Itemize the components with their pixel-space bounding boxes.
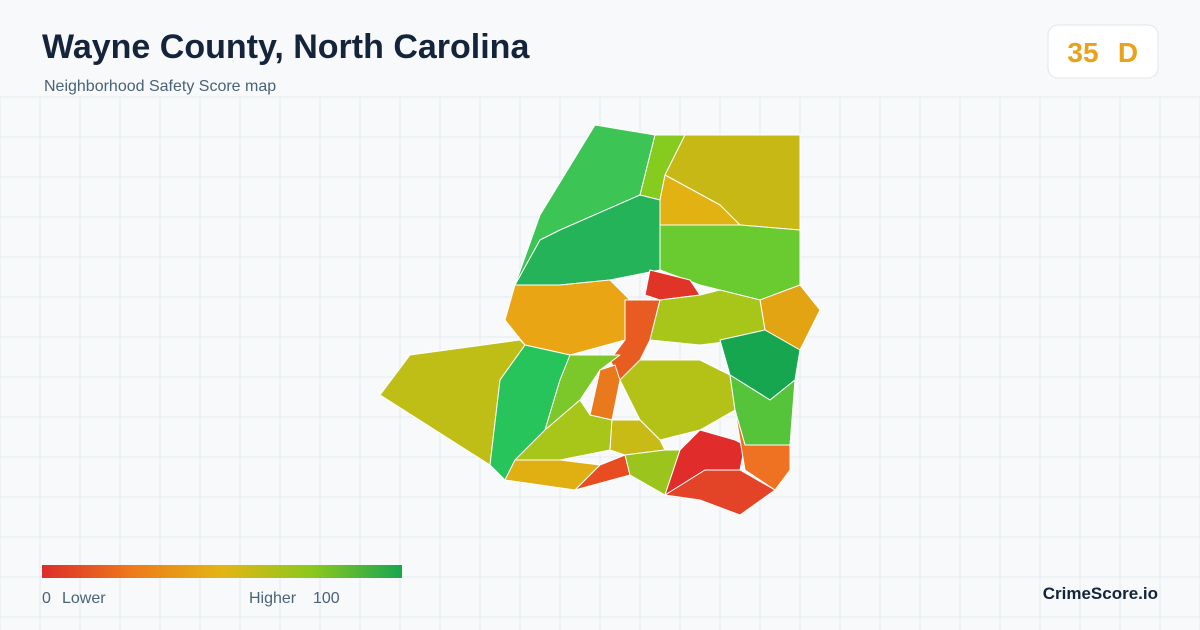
region bbox=[504, 459, 601, 491]
score-box bbox=[1047, 24, 1159, 79]
score-grade: D bbox=[1118, 37, 1138, 68]
legend-max: 100 bbox=[313, 590, 340, 607]
legend-min-label: Lower bbox=[62, 590, 106, 607]
title: Wayne County, North Carolina bbox=[42, 28, 530, 66]
region bbox=[664, 469, 776, 516]
region bbox=[589, 364, 621, 421]
region bbox=[734, 409, 791, 491]
subtitle: Neighborhood Safety Score map bbox=[44, 78, 276, 95]
legend-max-label: Higher bbox=[249, 590, 297, 607]
grid bbox=[0, 96, 1200, 630]
map bbox=[379, 124, 821, 516]
score-value: 35 bbox=[1067, 37, 1098, 68]
legend-min: 0 bbox=[42, 590, 51, 607]
brand: CrimeScore.io bbox=[1043, 584, 1158, 603]
legend-scale bbox=[42, 565, 402, 578]
